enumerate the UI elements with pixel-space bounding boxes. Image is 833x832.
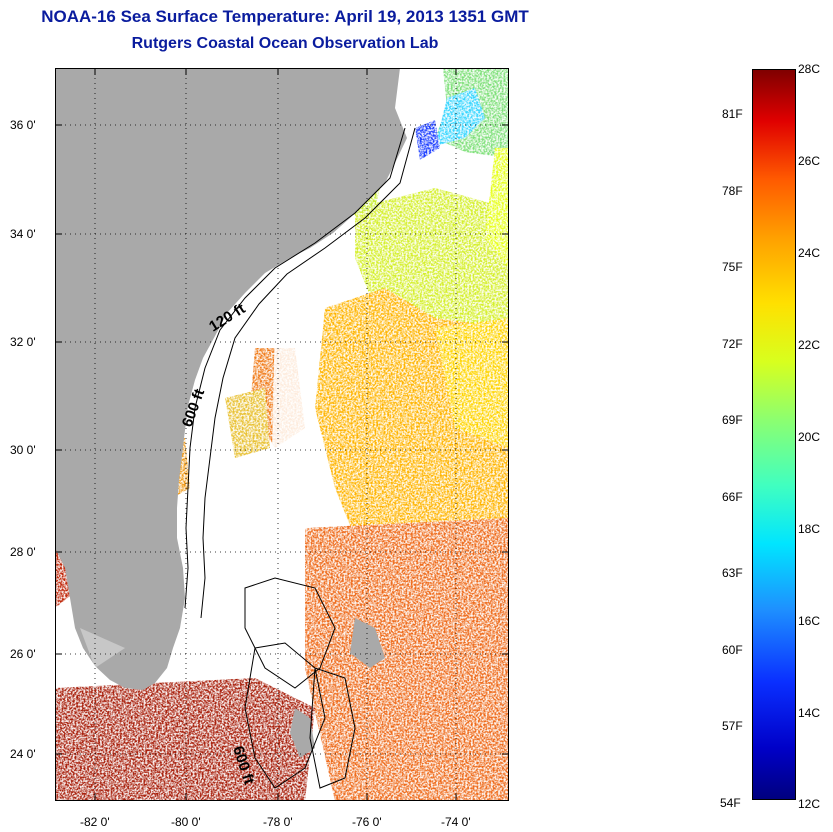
colorbar-c-label: 16C bbox=[798, 614, 821, 628]
land-layer bbox=[55, 68, 407, 758]
lat-label-26: 26 0' bbox=[10, 647, 36, 661]
lon-label-74: -74 0' bbox=[441, 815, 471, 829]
colorbar-c-label: 12C bbox=[798, 797, 821, 811]
lat-label-36: 36 0' bbox=[10, 118, 36, 132]
sst-map: 120 ft 600 ft 600 ft bbox=[55, 68, 509, 801]
colorbar-f-label: 75F bbox=[722, 260, 743, 274]
colorbar-c-label: 28C bbox=[798, 62, 821, 76]
lon-label-80: -80 0' bbox=[171, 815, 201, 829]
map-title: NOAA-16 Sea Surface Temperature: April 1… bbox=[41, 7, 529, 26]
lat-label-28: 28 0' bbox=[10, 545, 36, 559]
lon-label-78: -78 0' bbox=[263, 815, 293, 829]
graticule bbox=[55, 68, 509, 801]
map-border bbox=[55, 68, 509, 801]
depth-contours bbox=[184, 127, 416, 789]
lat-label-32: 32 0' bbox=[10, 335, 36, 349]
colorbar-f-label: 72F bbox=[722, 337, 743, 351]
colorbar-f-label: 63F bbox=[722, 566, 743, 580]
colorbar-c-label: 20C bbox=[798, 430, 821, 444]
colorbar-c-label: 22C bbox=[798, 338, 821, 352]
colorbar-f-label: 57F bbox=[722, 719, 743, 733]
lon-label-76: -76 0' bbox=[352, 815, 382, 829]
colorbar-f-label: 78F bbox=[722, 184, 743, 198]
lat-label-30: 30 0' bbox=[10, 443, 36, 457]
colorbar-f-label: 81F bbox=[722, 107, 743, 121]
map-subtitle: Rutgers Coastal Ocean Observation Lab bbox=[131, 35, 439, 52]
map-ticks bbox=[55, 68, 509, 801]
colorbar-c-label: 26C bbox=[798, 154, 821, 168]
colorbar-c-label: 24C bbox=[798, 246, 821, 260]
lat-label-34: 34 0' bbox=[10, 227, 36, 241]
sst-map-canvas: 120 ft 600 ft 600 ft bbox=[55, 68, 509, 801]
colorbar-f-label: 69F bbox=[722, 413, 743, 427]
colorbar-c-label: 18C bbox=[798, 522, 821, 536]
colorbar-f-label: 54F bbox=[720, 796, 741, 810]
colorbar-f-label: 60F bbox=[722, 643, 743, 657]
temperature-colorbar bbox=[752, 69, 796, 800]
lat-label-24: 24 0' bbox=[10, 747, 36, 761]
colorbar-c-label: 14C bbox=[798, 706, 821, 720]
colorbar-f-label: 66F bbox=[722, 490, 743, 504]
lon-label-82: -82 0' bbox=[80, 815, 110, 829]
